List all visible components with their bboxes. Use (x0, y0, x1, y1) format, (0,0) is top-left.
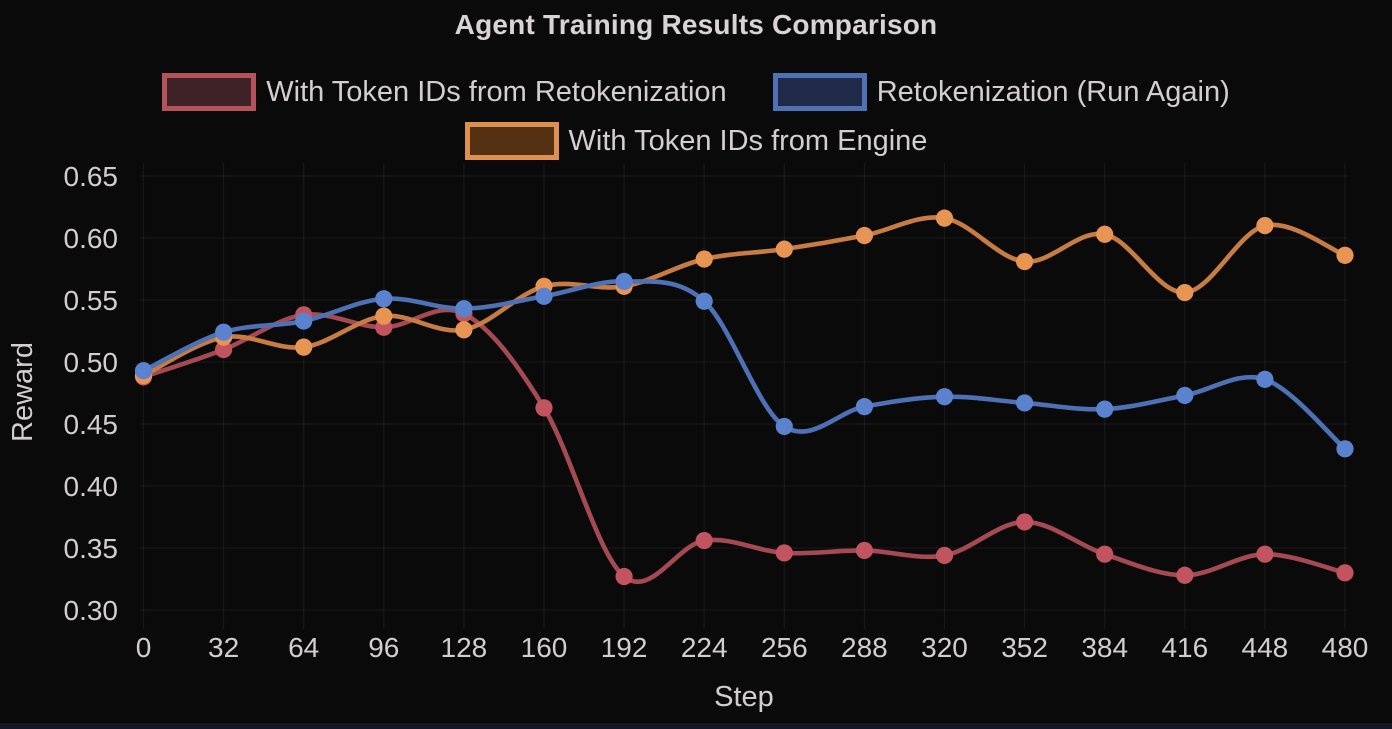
data-point-series-2 (1176, 283, 1194, 302)
x-tick-label: 96 (368, 632, 399, 663)
data-point-series-1 (375, 290, 393, 308)
y-tick-label: 0.40 (64, 471, 119, 502)
y-tick-label: 0.55 (64, 285, 119, 316)
data-point-series-1 (455, 300, 473, 318)
x-tick-label: 160 (521, 632, 568, 663)
data-point-series-1 (775, 417, 793, 436)
x-tick-label: 448 (1242, 632, 1289, 663)
x-tick-label: 416 (1161, 632, 1208, 663)
x-tick-label: 256 (761, 632, 808, 663)
axis-ticks: 0 32 64 96 128 160 192 224 256 288 320 352 384 416 448… (64, 161, 1369, 663)
data-point-series-2 (695, 250, 713, 268)
data-point-series-1 (615, 272, 633, 290)
window-bottom-edge (0, 723, 1392, 729)
data-point-series-0 (935, 546, 954, 565)
x-tick-label: 320 (921, 632, 968, 663)
legend-swatch-red (162, 73, 257, 111)
legend-swatch-orange (464, 122, 559, 160)
chart-title: Agent Training Results Comparison (454, 9, 938, 40)
legend-label: With Token IDs from Retokenization (266, 75, 727, 108)
legend-label: With Token IDs from Engine (568, 124, 928, 157)
data-point-series-2 (1336, 246, 1354, 264)
y-tick-label: 0.45 (64, 409, 119, 440)
data-point-series-0 (1336, 564, 1354, 582)
data-point-series-1 (855, 398, 874, 416)
data-point-series-1 (535, 287, 553, 305)
series-line-2 (141, 215, 1348, 378)
x-axis-label: Step (714, 681, 774, 713)
gridlines (140, 163, 1347, 629)
y-axis-label: Reward (7, 342, 39, 442)
legend-item-run-again: Retokenization (Run Again) (772, 73, 1230, 111)
data-point-series-0 (855, 541, 874, 560)
data-point-series-1 (1096, 400, 1114, 418)
data-point-series-0 (1016, 513, 1034, 531)
data-point-series-1 (695, 292, 713, 310)
data-point-series-2 (295, 338, 313, 356)
data-point-series-1 (215, 323, 233, 341)
legend: With Token IDs from Retokenization Retok… (0, 73, 1392, 160)
y-tick-label: 0.35 (64, 533, 119, 564)
data-point-series-0 (695, 531, 713, 550)
legend-swatch-blue (772, 73, 867, 111)
data-point-series-1 (134, 362, 153, 380)
x-tick-label: 384 (1081, 632, 1128, 663)
legend-item-engine: With Token IDs from Engine (464, 122, 928, 160)
x-tick-label: 192 (601, 632, 648, 663)
x-tick-label: 128 (441, 632, 488, 663)
data-point-series-1 (1256, 370, 1274, 388)
data-point-series-1 (1336, 440, 1354, 458)
x-tick-label: 288 (841, 632, 888, 663)
legend-label: Retokenization (Run Again) (876, 75, 1230, 108)
data-point-series-0 (535, 399, 553, 417)
y-tick-label: 0.30 (64, 595, 119, 626)
data-point-series-2 (935, 209, 954, 227)
data-point-series-0 (215, 341, 233, 359)
series-line-0 (141, 307, 1348, 585)
data-point-series-0 (775, 544, 793, 562)
legend-row-1: With Token IDs from Retokenization Retok… (162, 73, 1230, 111)
y-tick-label: 0.65 (64, 161, 119, 192)
series-lines (134, 209, 1354, 586)
data-point-series-0 (1096, 545, 1114, 563)
y-tick-label: 0.60 (64, 223, 119, 254)
legend-item-retokenization: With Token IDs from Retokenization (162, 73, 727, 111)
series-line-1 (141, 279, 1348, 452)
data-point-series-0 (1256, 545, 1274, 563)
data-point-series-1 (1016, 394, 1034, 412)
legend-row-2: With Token IDs from Engine (464, 122, 928, 160)
data-point-series-2 (775, 240, 793, 258)
data-point-series-2 (1016, 252, 1034, 271)
data-point-series-2 (375, 307, 393, 325)
x-tick-label: 0 (136, 632, 152, 663)
data-point-series-0 (615, 567, 633, 586)
data-point-series-1 (295, 312, 313, 330)
data-point-series-1 (935, 388, 954, 406)
x-tick-label: 64 (288, 632, 319, 663)
x-tick-label: 480 (1322, 632, 1369, 663)
x-tick-label: 352 (1001, 632, 1048, 663)
data-point-series-2 (855, 226, 874, 245)
y-tick-label: 0.50 (64, 347, 119, 378)
data-point-series-2 (1096, 225, 1114, 243)
x-tick-label: 224 (681, 632, 728, 663)
data-point-series-1 (1176, 386, 1194, 405)
data-point-series-0 (1176, 566, 1194, 584)
data-point-series-2 (1256, 217, 1274, 235)
x-tick-label: 32 (208, 632, 239, 663)
data-point-series-2 (455, 321, 473, 339)
